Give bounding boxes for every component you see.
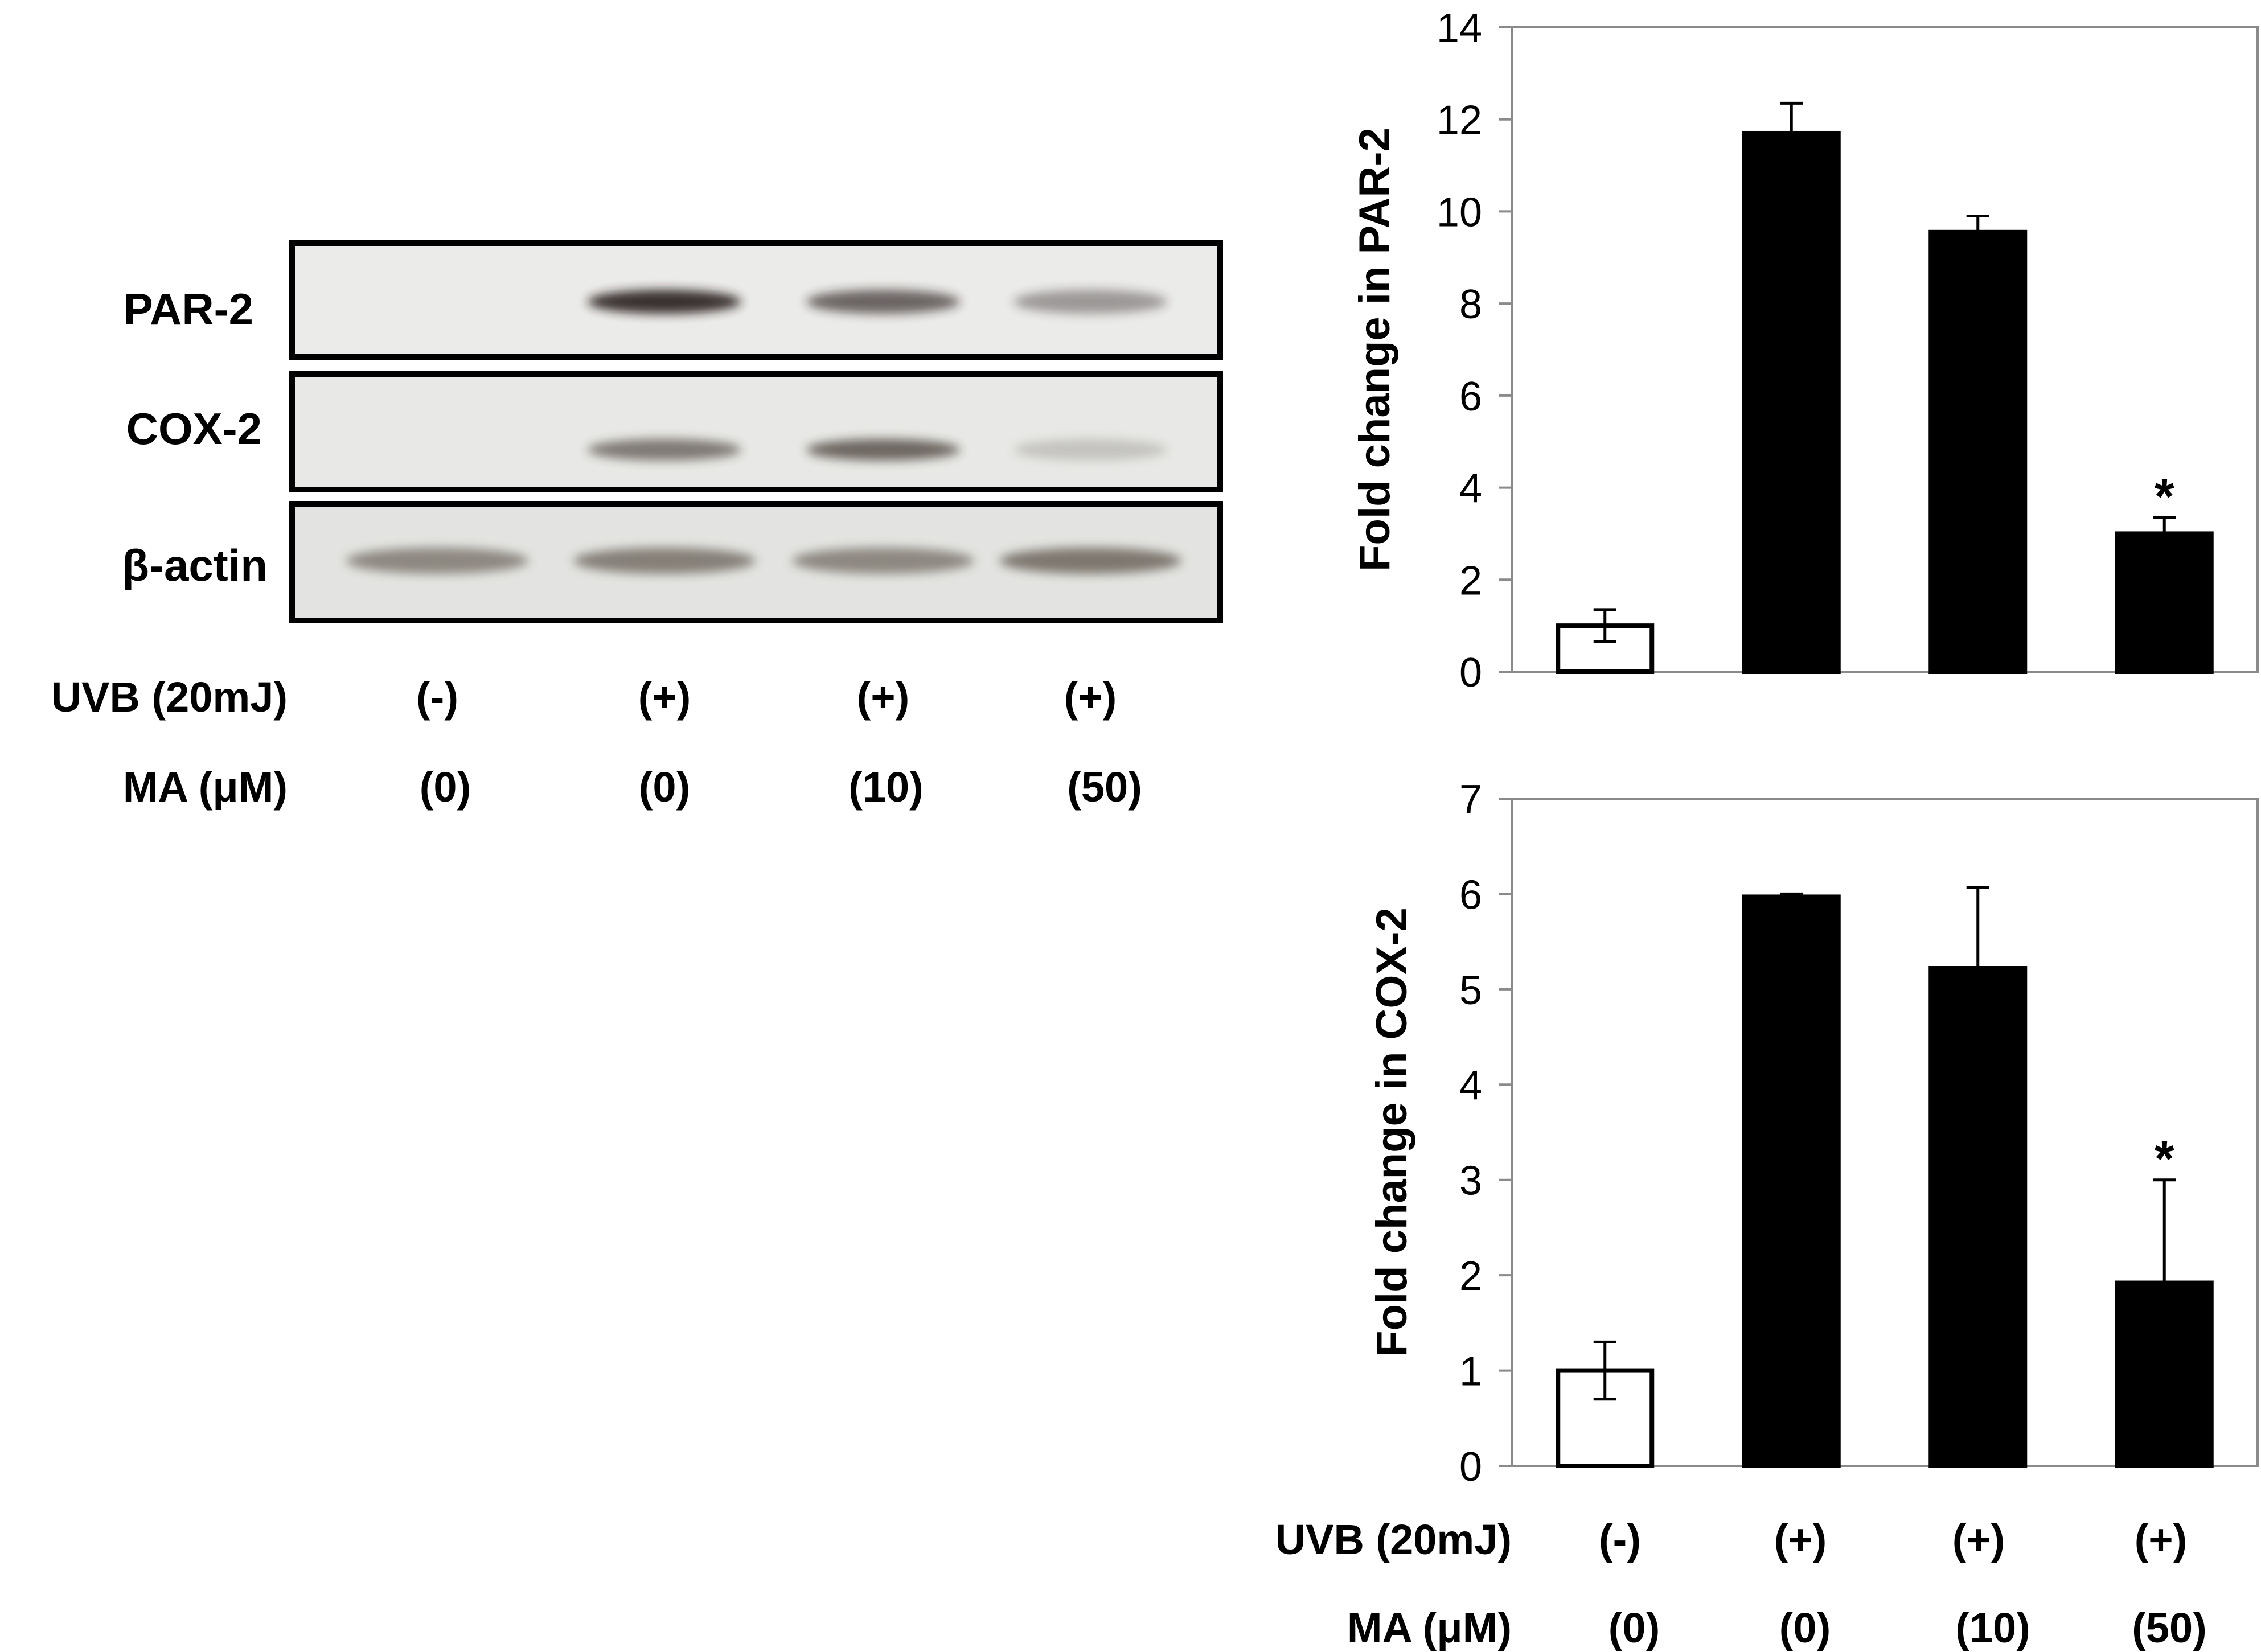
blot-band-1-1 xyxy=(588,439,741,461)
y-tick-label-4: 8 xyxy=(1459,282,1482,327)
blot-uvb-lane-2: (+) xyxy=(638,673,691,721)
band-label-cox2: COX-2 xyxy=(126,404,262,454)
chart-par2: 0 2 4 6 8 10 12 14 * Fold change in PAR-2 xyxy=(1351,6,2259,696)
y-tick-label-3: 6 xyxy=(1459,374,1482,420)
chart-cox2-annotations: * xyxy=(2155,1131,2174,1188)
blot-ma-label: MA (μM) xyxy=(123,763,288,811)
chart-ma-lane-2: (0) xyxy=(1779,1604,1831,1651)
chart-uvb-lane-4: (+) xyxy=(2135,1516,2188,1563)
y-tick-label-1: 1 xyxy=(1459,1349,1482,1395)
y-tick-label-4: 4 xyxy=(1459,1063,1482,1108)
y-tick-label-2: 4 xyxy=(1459,466,1482,512)
y-tick-label-1: 2 xyxy=(1459,558,1482,603)
blot-uvb-lane-1: (-) xyxy=(416,673,458,721)
blot-bands xyxy=(346,290,1181,574)
y-tick-label-7: 7 xyxy=(1459,777,1482,823)
chart-par2-y-axis-label: Fold change in PAR-2 xyxy=(1351,128,1399,572)
chart-par2-y-ticks: 0 2 4 6 8 10 12 14 xyxy=(1437,6,1512,696)
y-tick-label-6: 6 xyxy=(1459,872,1482,918)
chart-par2-bars xyxy=(1556,130,2214,675)
chart-ma-lane-3: (10) xyxy=(1955,1604,2030,1651)
band-label-par2: PAR-2 xyxy=(124,284,253,334)
band-label-actin: β-actin xyxy=(122,540,268,590)
blot-uvb-lane-3: (+) xyxy=(857,673,910,721)
blot-band-0-2 xyxy=(806,290,960,314)
bar-3 xyxy=(2115,1280,2214,1468)
chart-uvb-lane-2: (+) xyxy=(1774,1516,1827,1563)
bar-2 xyxy=(1928,229,2028,675)
chart-cox2: 0 1 2 3 4 5 6 7 * Fold change in COX-2 UVB (20m… xyxy=(1275,777,2259,1651)
blot-uvb-label: UVB (20mJ) xyxy=(51,673,288,721)
blot-band-1-3 xyxy=(1013,439,1167,461)
chart-uvb-lane-3: (+) xyxy=(1952,1516,2005,1563)
chart-ma-lane-1: (0) xyxy=(1608,1604,1660,1651)
y-tick-label-5: 10 xyxy=(1437,190,1482,235)
bar-2 xyxy=(1928,966,2028,1468)
western-blot: PAR-2 COX-2 β-actin UVB (20mJ) (-) (+) (… xyxy=(51,240,1223,811)
blot-ma-lane-3: (10) xyxy=(848,763,924,811)
blot-band-2-2 xyxy=(792,548,974,574)
blot-band-0-1 xyxy=(588,290,741,314)
blot-ma-lane-4: (50) xyxy=(1067,763,1142,811)
y-tick-label-5: 5 xyxy=(1459,968,1482,1013)
blot-band-1-2 xyxy=(806,439,960,461)
chart-ma-lane-4: (50) xyxy=(2132,1604,2207,1651)
blot-band-2-0 xyxy=(346,548,528,574)
blot-ma-lane-2: (0) xyxy=(639,763,690,811)
blot-ma-lane-1: (0) xyxy=(420,763,471,811)
y-tick-label-3: 3 xyxy=(1459,1158,1482,1204)
blot-uvb-lane-4: (+) xyxy=(1064,673,1117,721)
chart-cox2-error-bars xyxy=(1593,886,2176,1401)
significance-marker-3: * xyxy=(2155,469,2174,525)
chart-cox2-y-ticks: 0 1 2 3 4 5 6 7 xyxy=(1459,777,1512,1490)
chart-uvb-label: UVB (20mJ) xyxy=(1275,1516,1512,1563)
chart-par2-error-bars xyxy=(1593,101,2176,643)
blot-band-0-3 xyxy=(1013,290,1167,314)
chart-cox2-y-axis-label: Fold change in COX-2 xyxy=(1368,907,1416,1357)
y-tick-label-7: 14 xyxy=(1437,6,1482,51)
blot-panel-cox2 xyxy=(289,371,1223,492)
chart-ma-label: MA (μM) xyxy=(1347,1604,1512,1651)
chart-par2-annotations: * xyxy=(2155,469,2174,525)
y-tick-label-0: 0 xyxy=(1459,650,1482,696)
bar-1 xyxy=(1742,130,1841,674)
chart-cox2-bars xyxy=(1556,894,2214,1469)
y-tick-label-2: 2 xyxy=(1459,1254,1482,1299)
blot-band-2-3 xyxy=(999,548,1181,574)
significance-marker-3: * xyxy=(2155,1131,2174,1188)
blot-band-2-1 xyxy=(573,548,756,574)
bar-3 xyxy=(2115,531,2214,675)
chart-uvb-lane-1: (-) xyxy=(1599,1516,1641,1563)
y-tick-label-0: 0 xyxy=(1459,1444,1482,1490)
bar-1 xyxy=(1742,894,1841,1468)
y-tick-label-6: 12 xyxy=(1437,98,1482,143)
